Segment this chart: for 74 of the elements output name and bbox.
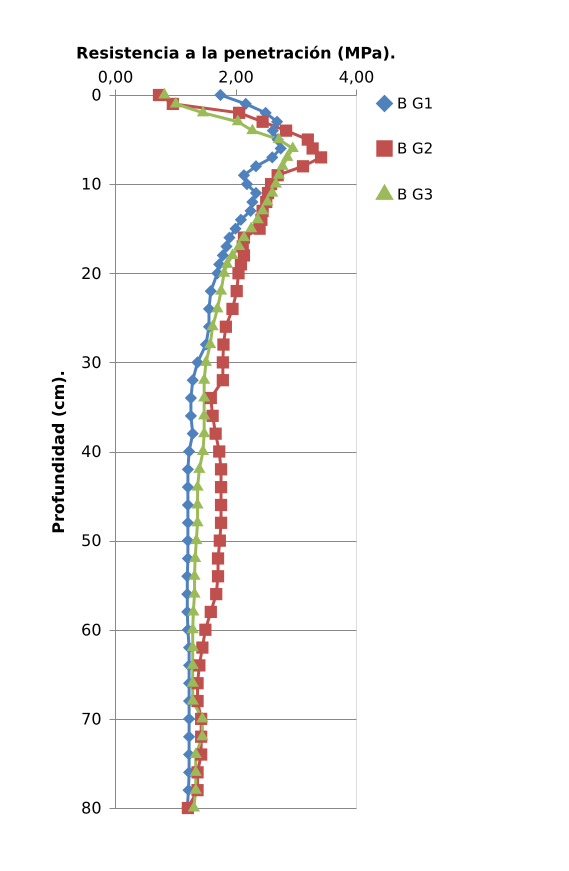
x-tick-label: 2,00	[218, 68, 254, 86]
legend-label: B G3	[397, 186, 434, 204]
point	[182, 730, 196, 743]
point	[250, 160, 262, 172]
point	[232, 106, 246, 119]
point	[214, 534, 226, 547]
point	[217, 338, 230, 351]
point	[240, 178, 254, 190]
legend-label: B G2	[397, 140, 434, 158]
point	[226, 302, 239, 316]
x-tick-label: 4,00	[338, 68, 374, 86]
x-tick-label: 0,00	[98, 68, 134, 86]
y-tick-label: 80	[81, 798, 102, 818]
point	[246, 196, 258, 208]
y-axis-title: Profundidad (cm).	[49, 370, 68, 534]
point	[182, 516, 194, 529]
x-axis-title: Resistencia a la penetración (MPa).	[76, 44, 396, 62]
point	[212, 570, 224, 582]
point	[186, 374, 199, 386]
point	[229, 222, 242, 235]
point	[214, 516, 228, 529]
point	[199, 624, 212, 636]
point	[186, 428, 199, 440]
point	[266, 124, 279, 137]
point	[182, 534, 194, 547]
point	[182, 498, 194, 512]
point	[234, 214, 248, 226]
point	[182, 481, 194, 494]
point	[214, 88, 227, 102]
point	[230, 284, 243, 298]
y-tick-label: 30	[81, 352, 102, 372]
point	[214, 498, 228, 512]
point	[314, 151, 328, 164]
point	[216, 374, 229, 386]
y-tick-label: 70	[81, 709, 102, 728]
point	[212, 552, 224, 565]
point	[220, 240, 233, 253]
point	[232, 267, 245, 280]
point	[184, 410, 198, 422]
point	[204, 606, 217, 618]
point	[220, 320, 232, 333]
y-tick-label: 0	[91, 86, 102, 104]
point	[182, 463, 194, 476]
y-tick-label: 10	[81, 174, 102, 194]
point	[256, 116, 269, 128]
point	[270, 116, 284, 128]
point	[223, 231, 236, 244]
point	[191, 356, 204, 368]
y-tick-label: 20	[81, 264, 102, 283]
point	[214, 463, 228, 476]
point	[196, 641, 208, 654]
point	[216, 249, 229, 262]
y-tick-label: 60	[81, 620, 102, 640]
point	[244, 204, 257, 217]
point	[280, 124, 292, 137]
point	[216, 356, 229, 368]
point	[204, 284, 217, 298]
point	[210, 588, 222, 600]
point	[184, 392, 198, 404]
point	[213, 445, 226, 458]
y-tick-label: 50	[81, 531, 102, 550]
point	[296, 160, 310, 172]
point	[274, 142, 287, 155]
y-tick-label: 40	[81, 442, 102, 461]
point	[238, 169, 250, 182]
point	[182, 445, 196, 458]
point	[266, 151, 278, 164]
legend-label: B G1	[397, 94, 434, 112]
point	[182, 712, 196, 725]
point	[206, 410, 219, 422]
point	[240, 98, 252, 110]
point	[250, 186, 262, 200]
point	[214, 481, 228, 494]
point	[209, 428, 222, 440]
